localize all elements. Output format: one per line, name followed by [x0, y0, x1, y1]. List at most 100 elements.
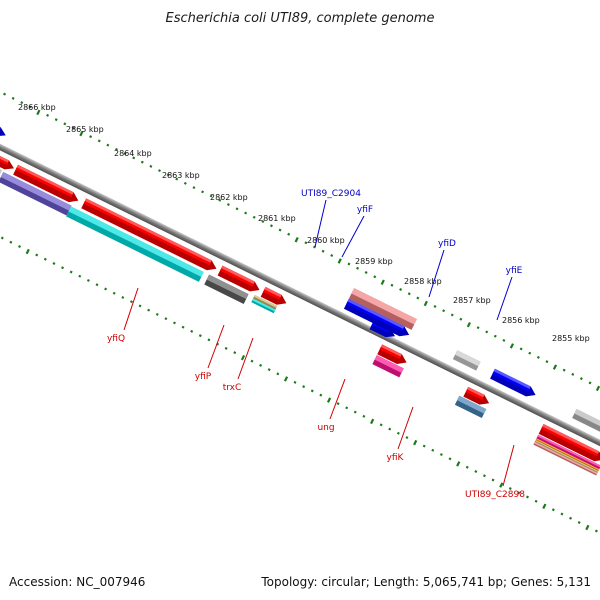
- feature-label-yfiQ[interactable]: yfiQ: [107, 334, 125, 344]
- scale-minor-tick: [95, 283, 99, 287]
- scale-minor-tick: [390, 283, 394, 287]
- scale-minor-tick: [482, 474, 486, 478]
- feature-label-trxC[interactable]: trxC: [223, 383, 242, 393]
- leader-line: [341, 215, 365, 258]
- feature-label-yfiE[interactable]: yfiE: [506, 266, 523, 276]
- scale-minor-tick: [321, 249, 325, 253]
- gene-block[interactable]: [0, 172, 72, 216]
- gene-block[interactable]: [454, 395, 487, 419]
- scale-major-tick: [552, 364, 558, 370]
- scale-minor-tick: [9, 240, 13, 244]
- gene-arrow[interactable]: [0, 155, 16, 173]
- gene-block[interactable]: [253, 294, 278, 310]
- feature-label-yfiK[interactable]: yfiK: [387, 453, 405, 463]
- scale-minor-tick: [364, 271, 368, 274]
- scale-minor-tick: [551, 508, 555, 512]
- gene-yfiF[interactable]: [343, 298, 412, 340]
- gene-block[interactable]: [535, 438, 600, 472]
- scale-minor-tick: [235, 207, 239, 211]
- scale-minor-tick: [422, 444, 426, 448]
- scale-major-tick: [240, 354, 246, 361]
- scale-minor-tick: [493, 334, 497, 338]
- scale-minor-tick: [545, 360, 549, 364]
- gene-block[interactable]: [572, 409, 600, 461]
- scale-minor-tick: [536, 355, 540, 359]
- scale-minor-tick: [244, 211, 248, 215]
- scale-minor-tick: [448, 457, 452, 461]
- genome-summary: Topology: circular; Length: 5,065,741 bp…: [260, 575, 591, 589]
- scale-minor-tick: [588, 381, 592, 385]
- scale-label-2862: 2862 kbp: [210, 193, 248, 202]
- scale-minor-tick: [121, 295, 125, 299]
- gene-arrow[interactable]: [217, 265, 262, 295]
- scale-minor-tick: [166, 173, 170, 177]
- scale-label-2863: 2863 kbp: [162, 171, 200, 180]
- gene-UTI89_C2904[interactable]: [348, 288, 417, 330]
- scale-ruler-upper: [3, 92, 600, 392]
- gene-arrow[interactable]: [490, 368, 538, 400]
- scale-minor-tick: [20, 101, 24, 105]
- accession-label: Accession: NC_007946: [9, 575, 145, 589]
- scale-major-tick: [466, 321, 471, 328]
- scale-minor-tick: [431, 448, 435, 452]
- scale-label-2866: 2866 kbp: [18, 103, 56, 112]
- gene-block[interactable]: [534, 440, 599, 473]
- scale-major-tick: [456, 461, 461, 467]
- gene-arrow[interactable]: [538, 423, 600, 465]
- scale-minor-tick: [114, 147, 118, 151]
- scale-minor-tick: [155, 312, 159, 316]
- scale-minor-tick: [442, 309, 446, 313]
- scale-minor-tick: [407, 292, 411, 296]
- scale-minor-tick: [353, 410, 357, 414]
- scale-minor-tick: [571, 372, 575, 376]
- scale-minor-tick: [517, 491, 521, 495]
- feature-label-yfiF[interactable]: yfiF: [357, 205, 373, 215]
- scale-label-2856: 2856 kbp: [502, 316, 540, 325]
- gene-block[interactable]: [66, 206, 204, 282]
- feature-label-UTI89_C2898[interactable]: UTI89_C2898: [465, 490, 525, 500]
- scale-minor-tick: [233, 351, 237, 355]
- scale-major-tick: [294, 237, 299, 243]
- gene-arrow[interactable]: [377, 344, 409, 367]
- scale-ruler-lower: [0, 236, 598, 533]
- gene-block[interactable]: [533, 441, 598, 476]
- gene-yfiD[interactable]: [452, 350, 481, 371]
- scale-minor-tick: [476, 326, 480, 330]
- scale-minor-tick: [35, 253, 39, 257]
- gene-arrow[interactable]: [260, 286, 289, 308]
- feature-labels: UTI89_C2904 yfiF yfiD yfiE yfiQ yfiP trxC ung yf…: [107, 189, 525, 500]
- scale-minor-tick: [218, 198, 222, 202]
- feature-label-ung[interactable]: ung: [317, 423, 334, 433]
- scale-minor-tick: [356, 266, 360, 270]
- leader-line: [428, 249, 445, 298]
- scale-minor-tick: [106, 143, 110, 147]
- gene-block[interactable]: [251, 298, 276, 314]
- gene-block[interactable]: [204, 274, 249, 304]
- gene-block[interactable]: [536, 434, 600, 470]
- scale-minor-tick: [89, 135, 93, 139]
- scale-minor-tick: [433, 304, 437, 308]
- scale-minor-tick: [345, 406, 349, 410]
- scale-minor-tick: [250, 359, 254, 363]
- feature-label-yfiP[interactable]: yfiP: [195, 372, 212, 382]
- scale-label-2864: 2864 kbp: [114, 149, 152, 158]
- feature-label-yfiD[interactable]: yfiD: [438, 239, 456, 249]
- scale-label-2858: 2858 kbp: [404, 277, 442, 286]
- scale-minor-tick: [175, 177, 179, 181]
- gene-arrow[interactable]: [463, 386, 491, 408]
- scale-minor-tick: [577, 521, 581, 524]
- scale-minor-tick: [465, 465, 469, 469]
- scale-minor-tick: [330, 254, 334, 257]
- gene-block[interactable]: [372, 355, 404, 378]
- scale-minor-tick: [304, 241, 308, 245]
- feature-label-UTI89_C2904[interactable]: UTI89_C2904: [301, 189, 361, 199]
- scale-major-tick: [595, 385, 600, 392]
- scale-minor-tick: [569, 516, 573, 520]
- gene-arrow[interactable]: [0, 122, 8, 140]
- reverse-strand-features: [66, 206, 600, 476]
- scale-minor-tick: [336, 402, 340, 406]
- scale-minor-tick: [388, 427, 392, 431]
- gene-arrow[interactable]: [81, 198, 219, 273]
- gene-arrow[interactable]: [13, 164, 81, 206]
